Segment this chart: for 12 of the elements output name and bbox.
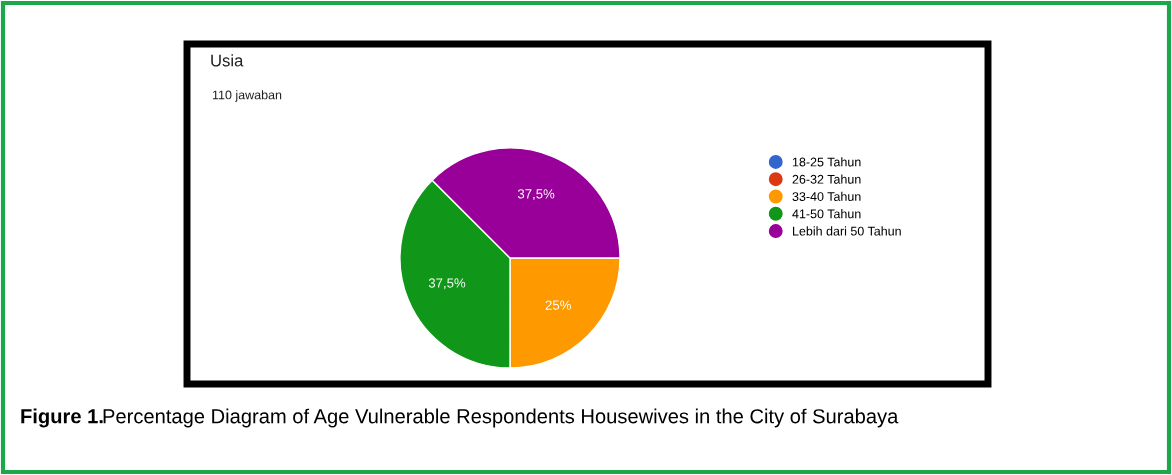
legend-label: 18-25 Tahun bbox=[792, 157, 861, 167]
legend-label: 41-50 Tahun bbox=[792, 209, 861, 219]
data-label: 37,5% bbox=[428, 278, 466, 290]
caption: Figure 1. bbox=[21, 408, 103, 428]
legend-label: Lebih dari 50 Tahun bbox=[793, 226, 901, 236]
legend-label: 26-32 Tahun bbox=[792, 174, 861, 184]
legend-label: 33-40 Tahun bbox=[792, 191, 861, 201]
text: 110 jawaban bbox=[212, 90, 282, 102]
text: Percentage Diagram of Age Vulnerable Respondents Housewives in the City of Surabaya bbox=[103, 408, 899, 428]
data-label: 37,5% bbox=[517, 189, 555, 201]
text: Usia bbox=[211, 54, 244, 67]
data-label: 25% bbox=[545, 300, 571, 310]
